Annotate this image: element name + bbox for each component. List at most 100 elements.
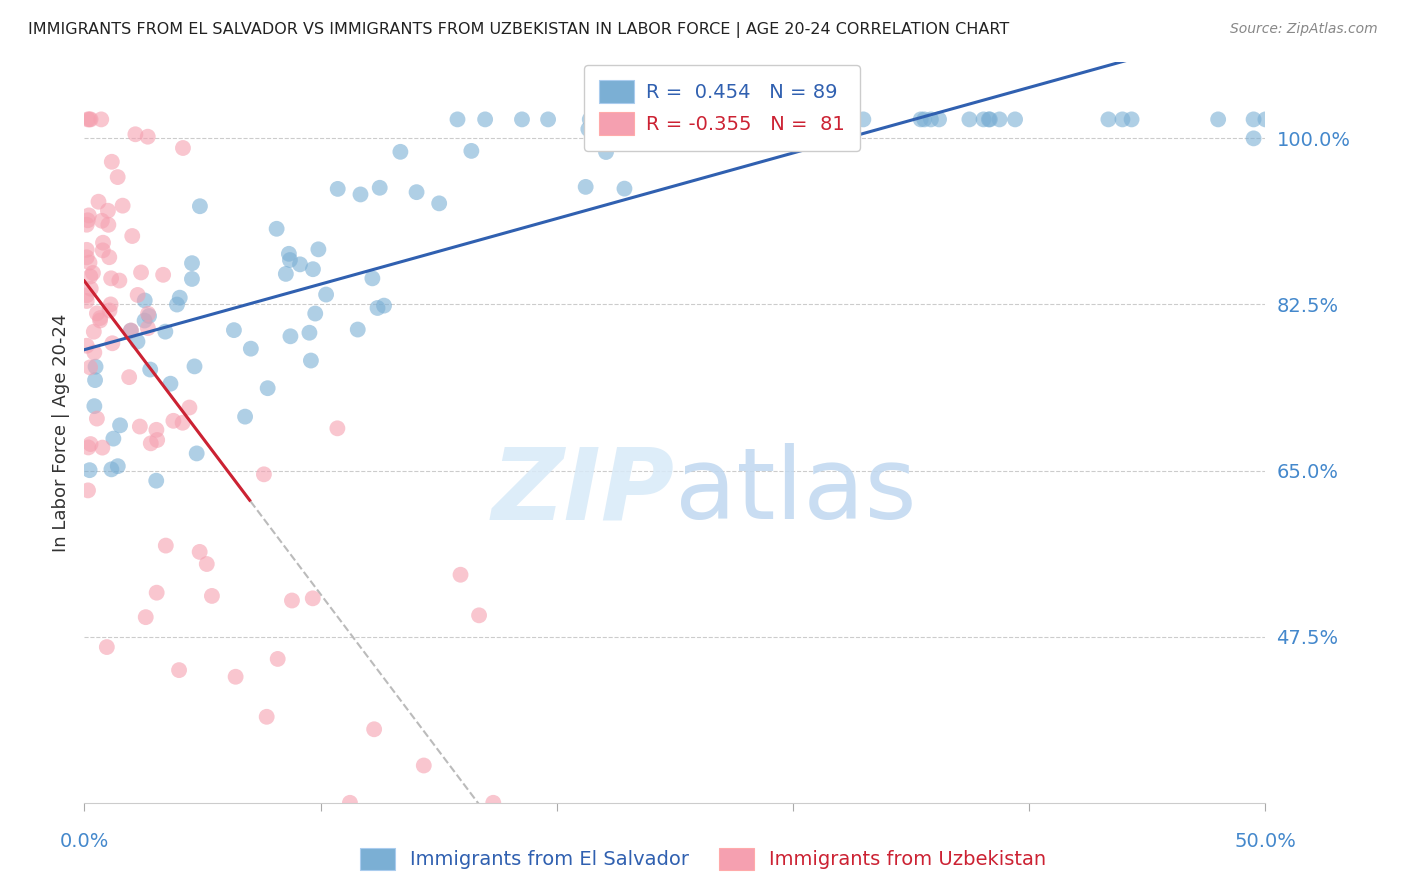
Point [1121, 112, 1143, 127]
Point [576, 122, 599, 136]
Point [86, 306, 108, 320]
Point [468, 608, 491, 623]
Point [83, 399, 105, 413]
Point [145, 423, 167, 437]
Point [91, 441, 114, 455]
Point [82, 266, 104, 280]
Point [83, 325, 105, 339]
Point [128, 419, 150, 434]
Legend: Immigrants from El Salvador, Immigrants from Uzbekistan: Immigrants from El Salvador, Immigrants … [352, 839, 1054, 878]
Point [595, 145, 617, 159]
Point [79, 269, 101, 284]
Point [79, 437, 101, 451]
Point [669, 112, 692, 127]
Point [326, 421, 349, 435]
Point [90, 112, 112, 127]
Point [301, 591, 323, 606]
Point [278, 253, 301, 268]
Point [100, 271, 122, 285]
Point [79, 112, 101, 127]
Point [405, 185, 427, 199]
Point [367, 301, 389, 315]
Point [80, 282, 103, 296]
Point [97, 218, 120, 232]
Point [256, 710, 278, 724]
Point [637, 112, 659, 127]
Point [346, 322, 368, 336]
Point [266, 221, 288, 235]
Point [129, 265, 152, 279]
Point [139, 362, 162, 376]
Point [957, 112, 980, 127]
Point [912, 112, 935, 127]
Point [298, 326, 321, 340]
Point [368, 181, 391, 195]
Text: 50.0%: 50.0% [1234, 832, 1296, 852]
Point [90, 214, 112, 228]
Point [152, 268, 174, 282]
Point [127, 334, 149, 349]
Point [134, 313, 156, 327]
Point [839, 112, 862, 127]
Point [155, 539, 177, 553]
Point [91, 244, 114, 258]
Point [127, 288, 149, 302]
Point [136, 129, 159, 144]
Point [910, 112, 932, 127]
Point [450, 567, 472, 582]
Point [222, 323, 245, 337]
Point [87, 194, 110, 209]
Point [225, 670, 247, 684]
Point [253, 467, 276, 482]
Point [166, 297, 188, 311]
Point [162, 414, 184, 428]
Point [103, 432, 125, 446]
Point [1243, 131, 1265, 145]
Point [89, 311, 111, 326]
Point [361, 271, 384, 285]
Point [76, 293, 98, 308]
Text: Source: ZipAtlas.com: Source: ZipAtlas.com [1230, 22, 1378, 37]
Point [107, 459, 129, 474]
Point [1004, 112, 1026, 127]
Point [973, 112, 995, 127]
Point [1243, 112, 1265, 127]
Point [979, 112, 1001, 127]
Point [679, 112, 702, 127]
Point [412, 758, 434, 772]
Point [86, 411, 108, 425]
Point [1111, 112, 1133, 127]
Point [101, 154, 124, 169]
Point [977, 112, 1000, 127]
Point [76, 213, 98, 227]
Text: IMMIGRANTS FROM EL SALVADOR VS IMMIGRANTS FROM UZBEKISTAN IN LABOR FORCE | AGE 2: IMMIGRANTS FROM EL SALVADOR VS IMMIGRANT… [28, 22, 1010, 38]
Point [389, 145, 412, 159]
Point [988, 112, 1011, 127]
Point [96, 640, 118, 654]
Point [233, 409, 256, 424]
Point [136, 307, 159, 321]
Point [179, 401, 201, 415]
Text: ZIP: ZIP [492, 443, 675, 541]
Point [134, 293, 156, 308]
Point [578, 112, 600, 127]
Point [766, 112, 789, 127]
Point [920, 112, 942, 127]
Point [169, 291, 191, 305]
Point [613, 181, 636, 195]
Point [77, 483, 100, 498]
Point [83, 345, 105, 359]
Point [79, 360, 101, 375]
Point [145, 585, 167, 599]
Point [652, 112, 675, 127]
Point [256, 381, 278, 395]
Point [76, 250, 98, 264]
Point [349, 187, 371, 202]
Point [120, 324, 142, 338]
Point [188, 199, 211, 213]
Point [98, 303, 121, 318]
Point [427, 196, 450, 211]
Point [76, 112, 98, 127]
Point [1254, 112, 1277, 127]
Point [181, 256, 204, 270]
